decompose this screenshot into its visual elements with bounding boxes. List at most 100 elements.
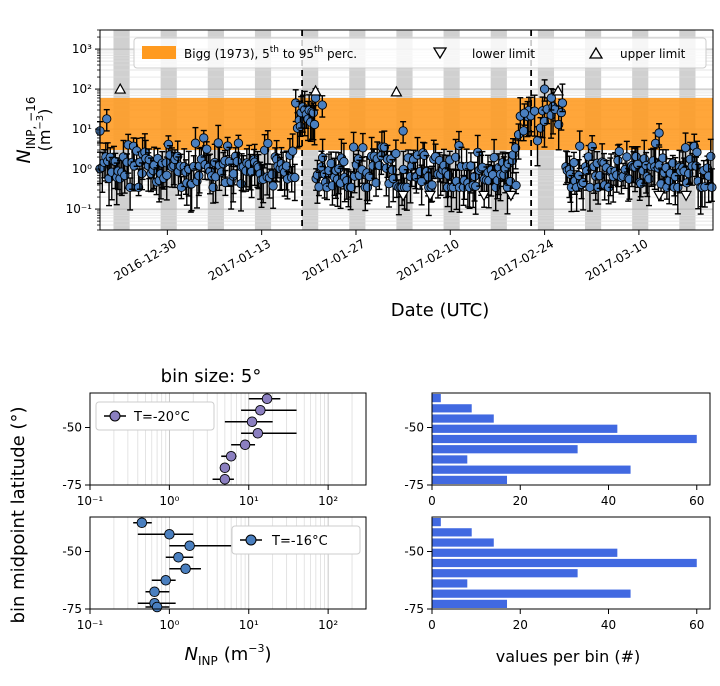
marker xyxy=(225,451,237,462)
lower-limit-marker xyxy=(653,190,666,202)
marker xyxy=(613,155,623,166)
legend-marker xyxy=(245,534,257,546)
marker xyxy=(346,182,356,192)
y-tick-label: 10³ xyxy=(72,42,92,56)
data-point xyxy=(511,171,521,195)
lower-limit-marker xyxy=(424,190,437,202)
marker xyxy=(239,439,251,451)
marker xyxy=(546,93,556,103)
legend-frame xyxy=(231,525,361,555)
data-point xyxy=(268,168,278,209)
marker xyxy=(317,100,327,110)
data-point xyxy=(288,133,298,174)
marker xyxy=(575,141,585,151)
marker xyxy=(451,152,461,162)
marker xyxy=(268,181,278,191)
y-tick-label: 10⁰ xyxy=(72,162,92,176)
marker xyxy=(222,141,233,151)
marker xyxy=(371,178,381,188)
marker xyxy=(261,393,273,405)
marker xyxy=(246,416,258,428)
axis-ticks: 10⁻¹ 10⁰ 10¹ 10² -75 -50 xyxy=(62,545,338,633)
data-point xyxy=(241,405,297,416)
legend-bigg-swatch xyxy=(142,46,176,59)
plot-frame xyxy=(89,516,367,610)
marker xyxy=(173,552,184,563)
upper-limit-marker xyxy=(552,84,565,96)
marker xyxy=(707,182,717,192)
y-tick-label: -75 xyxy=(62,602,82,616)
marker xyxy=(539,84,550,94)
bar xyxy=(432,424,618,433)
bar xyxy=(432,518,441,527)
x-axis-label: NINP (m−3) xyxy=(184,642,271,668)
data-point xyxy=(707,168,717,202)
marker xyxy=(587,141,597,152)
data-point xyxy=(585,169,595,212)
marker xyxy=(673,182,683,192)
x-tick-label: 2017-02-10 xyxy=(394,236,461,283)
bar xyxy=(432,404,472,413)
bar xyxy=(432,548,618,557)
plot-frame xyxy=(89,392,367,486)
plot-frame xyxy=(431,392,711,486)
marker xyxy=(213,138,223,148)
marker xyxy=(706,151,716,162)
data-point xyxy=(309,104,320,146)
marker xyxy=(644,174,654,184)
bar xyxy=(432,455,468,464)
y-tick-label: -50 xyxy=(62,545,82,559)
axis-ticks: 0 20 40 60 -75 -50 xyxy=(404,421,704,509)
marker xyxy=(654,128,664,138)
marker xyxy=(427,180,437,190)
data-point xyxy=(317,95,327,118)
y-tick-label: -50 xyxy=(404,421,424,435)
bars xyxy=(432,518,697,608)
bar xyxy=(432,414,494,423)
data-point xyxy=(489,138,499,171)
data-point xyxy=(248,393,281,405)
data-point xyxy=(212,474,234,485)
marker xyxy=(184,540,195,552)
lower-limit-marker xyxy=(504,190,517,202)
marker xyxy=(199,133,209,143)
lower-limit-marker xyxy=(477,190,490,202)
data-point xyxy=(231,439,256,451)
bar xyxy=(432,589,631,598)
data-points xyxy=(212,393,297,485)
legend-upper-label: upper limit xyxy=(620,47,686,61)
x-tick-label: 40 xyxy=(601,618,616,632)
x-tick-label: 40 xyxy=(601,494,616,508)
data-point xyxy=(123,133,133,174)
data-point xyxy=(224,416,273,428)
data-point xyxy=(165,552,194,563)
marker xyxy=(692,147,702,157)
data-point xyxy=(228,158,239,195)
data-point xyxy=(221,451,237,462)
marker xyxy=(149,586,160,598)
x-tick-label: 60 xyxy=(689,618,704,632)
x-tick-label: 2017-01-13 xyxy=(206,236,273,283)
marker xyxy=(391,148,401,159)
legend-lower-label: lower limit xyxy=(472,47,535,61)
marker xyxy=(658,153,668,163)
data-point xyxy=(546,88,556,111)
data-point xyxy=(169,563,201,575)
data-point xyxy=(102,108,112,132)
bar xyxy=(432,569,578,578)
legend-upper-marker xyxy=(588,46,604,59)
x-tick-label: 2017-03-10 xyxy=(583,236,650,283)
data-point xyxy=(145,586,170,598)
legend: Bigg (1973), 5th to 95th perc. lower lim… xyxy=(133,37,707,69)
lower-limit-marker xyxy=(680,190,693,202)
x-axis-ticks: 2016-12-30 2017-01-13 2017-01-27 2017-02-10… xyxy=(111,230,650,283)
data-point xyxy=(241,428,297,439)
legend-lower-marker xyxy=(432,47,448,60)
marker xyxy=(180,563,191,575)
marker xyxy=(511,180,521,191)
x-tick-label: 10⁰ xyxy=(159,618,179,632)
marker xyxy=(263,138,273,148)
data-point xyxy=(169,540,232,552)
data-point xyxy=(557,83,568,113)
